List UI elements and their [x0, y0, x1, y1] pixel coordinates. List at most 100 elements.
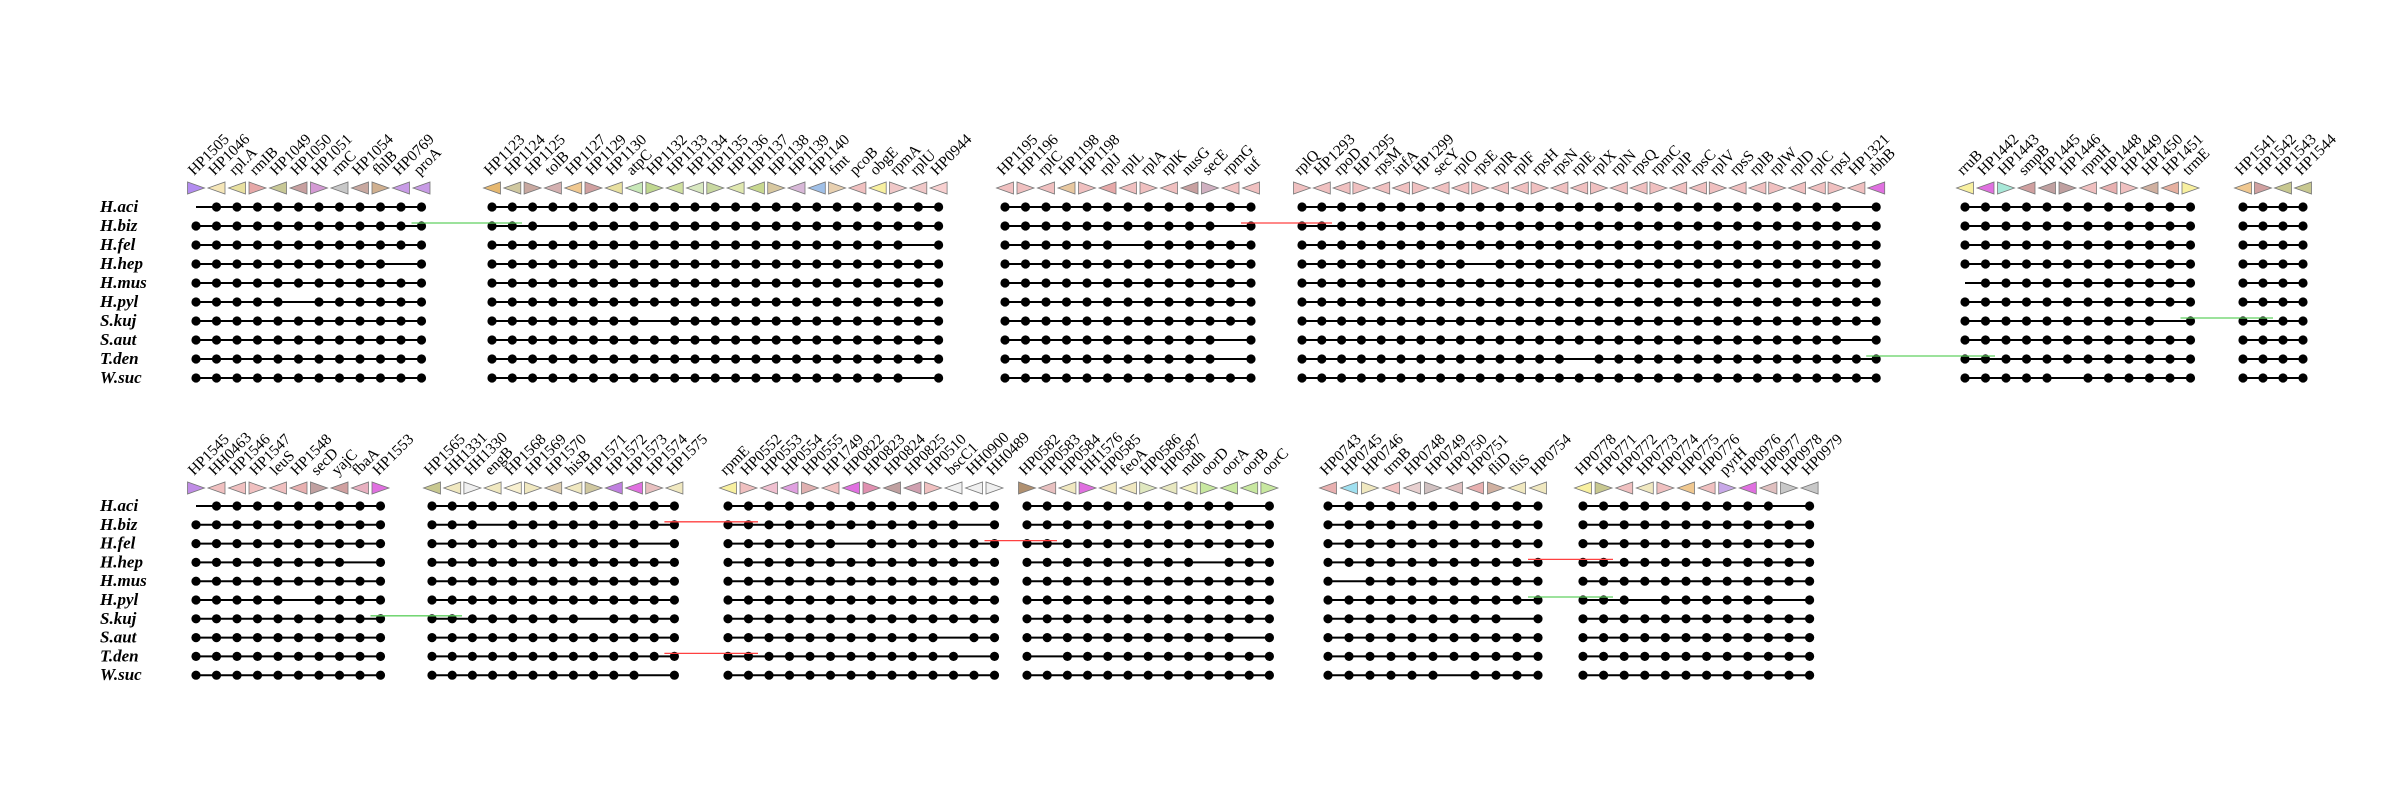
gene-arrow-icon [1787, 181, 1806, 195]
ortholog-dot [1337, 221, 1347, 231]
ortholog-dot [805, 576, 815, 586]
ortholog-dot [1599, 651, 1609, 662]
ortholog-dot [1702, 501, 1712, 511]
ortholog-dot [1491, 520, 1501, 530]
ortholog-dot [1205, 354, 1215, 364]
ortholog-dot [568, 539, 579, 549]
ortholog-dot [1436, 354, 1446, 364]
ortholog-dot [866, 670, 877, 680]
ortholog-dot [1640, 501, 1650, 511]
gene-block: rpmEHP0552HP0553HP0554HP0555HP1749HP0822… [717, 429, 1033, 680]
ortholog-dot [1772, 335, 1782, 345]
ortholog-dot [1143, 595, 1153, 605]
ortholog-dot [2021, 259, 2032, 269]
ortholog-dot [334, 373, 345, 383]
ortholog-dot [1184, 539, 1194, 549]
gene-arrow-icon [1727, 181, 1747, 195]
ortholog-dot [2238, 297, 2248, 307]
ortholog-dot [1653, 259, 1663, 269]
ortholog-dot [969, 539, 979, 549]
ortholog-dot [1614, 297, 1624, 307]
ortholog-dot [1784, 651, 1794, 662]
ortholog-dot [334, 202, 345, 212]
ortholog-dot [1022, 539, 1032, 549]
ortholog-dot [1436, 202, 1446, 212]
ortholog-dot [1102, 354, 1113, 364]
ortholog-dot [1317, 278, 1327, 288]
ortholog-dot [934, 316, 944, 326]
ortholog-dot [273, 520, 283, 530]
ortholog-dot [731, 316, 741, 326]
ortholog-dot [1743, 633, 1753, 643]
ortholog-dot [1244, 539, 1254, 549]
ortholog-dot [1574, 335, 1584, 345]
gene-arrow-icon [1688, 181, 1707, 195]
ortholog-dot [1871, 354, 1881, 364]
ortholog-dot [211, 539, 222, 549]
ortholog-dot [1061, 278, 1072, 288]
ortholog-dot [1022, 614, 1032, 624]
ortholog-dot [507, 278, 517, 288]
ortholog-dot [488, 670, 498, 680]
ortholog-dot [1365, 670, 1375, 680]
ortholog-dot [334, 670, 345, 680]
ortholog-dot [784, 501, 795, 511]
ortholog-dot [1356, 297, 1366, 307]
ortholog-dot [1594, 278, 1604, 288]
ortholog-dot [690, 221, 700, 231]
ortholog-dot [1344, 539, 1354, 549]
ortholog-dot [1594, 316, 1604, 326]
ortholog-dot [293, 240, 304, 250]
ortholog-dot [1634, 354, 1644, 364]
ortholog-dot [1594, 259, 1604, 269]
ortholog-dot [416, 335, 427, 345]
ortholog-dot [2258, 297, 2268, 307]
ortholog-dot [273, 354, 283, 364]
ortholog-dot [1495, 240, 1505, 250]
ortholog-dot [2258, 278, 2268, 288]
ortholog-dot [191, 633, 201, 643]
ortholog-dot [1224, 595, 1234, 605]
gene-arrow-icon [1118, 481, 1137, 495]
ortholog-dot [1041, 202, 1051, 212]
ortholog-dot [1533, 614, 1543, 624]
ortholog-dot [467, 651, 477, 662]
gene-arrow-icon [350, 481, 369, 495]
ortholog-dot [1297, 373, 1307, 383]
ortholog-dot [2124, 240, 2134, 250]
ortholog-dot [273, 614, 283, 624]
gene-arrow-icon [1656, 481, 1676, 495]
ortholog-dot [812, 354, 822, 364]
ortholog-dot [1000, 335, 1010, 345]
gene-arrow-icon [786, 181, 806, 195]
ortholog-dot [1143, 651, 1153, 662]
ortholog-dot [928, 557, 938, 568]
ortholog-dot [1042, 633, 1052, 643]
ortholog-dot [589, 651, 599, 662]
ortholog-dot [1772, 297, 1782, 307]
ortholog-dot [1061, 297, 1072, 307]
ortholog-dot [252, 202, 263, 212]
ortholog-dot [812, 202, 822, 212]
ortholog-dot [1386, 651, 1396, 662]
gene-arrow-icon [1573, 481, 1592, 495]
ortholog-dot [743, 670, 754, 680]
gene-arrow-icon [1018, 481, 1037, 495]
ortholog-dot [2062, 335, 2073, 345]
ortholog-dot [508, 539, 518, 549]
ortholog-dot [2103, 202, 2114, 212]
ortholog-dot [690, 297, 700, 307]
ortholog-dot [1455, 221, 1465, 231]
ortholog-dot [969, 595, 979, 605]
ortholog-dot [1376, 354, 1386, 364]
ortholog-dot [2238, 259, 2248, 269]
ortholog-dot [528, 501, 538, 511]
species-label-Hbiz: H.biz [99, 216, 138, 235]
ortholog-dot [805, 614, 815, 624]
gene-arrow-icon [1590, 181, 1609, 195]
ortholog-dot [893, 278, 903, 288]
gene-label: HP0754 [1527, 431, 1575, 479]
ortholog-dot [866, 539, 877, 549]
ortholog-dot [1428, 576, 1438, 586]
ortholog-dot [1634, 316, 1644, 326]
